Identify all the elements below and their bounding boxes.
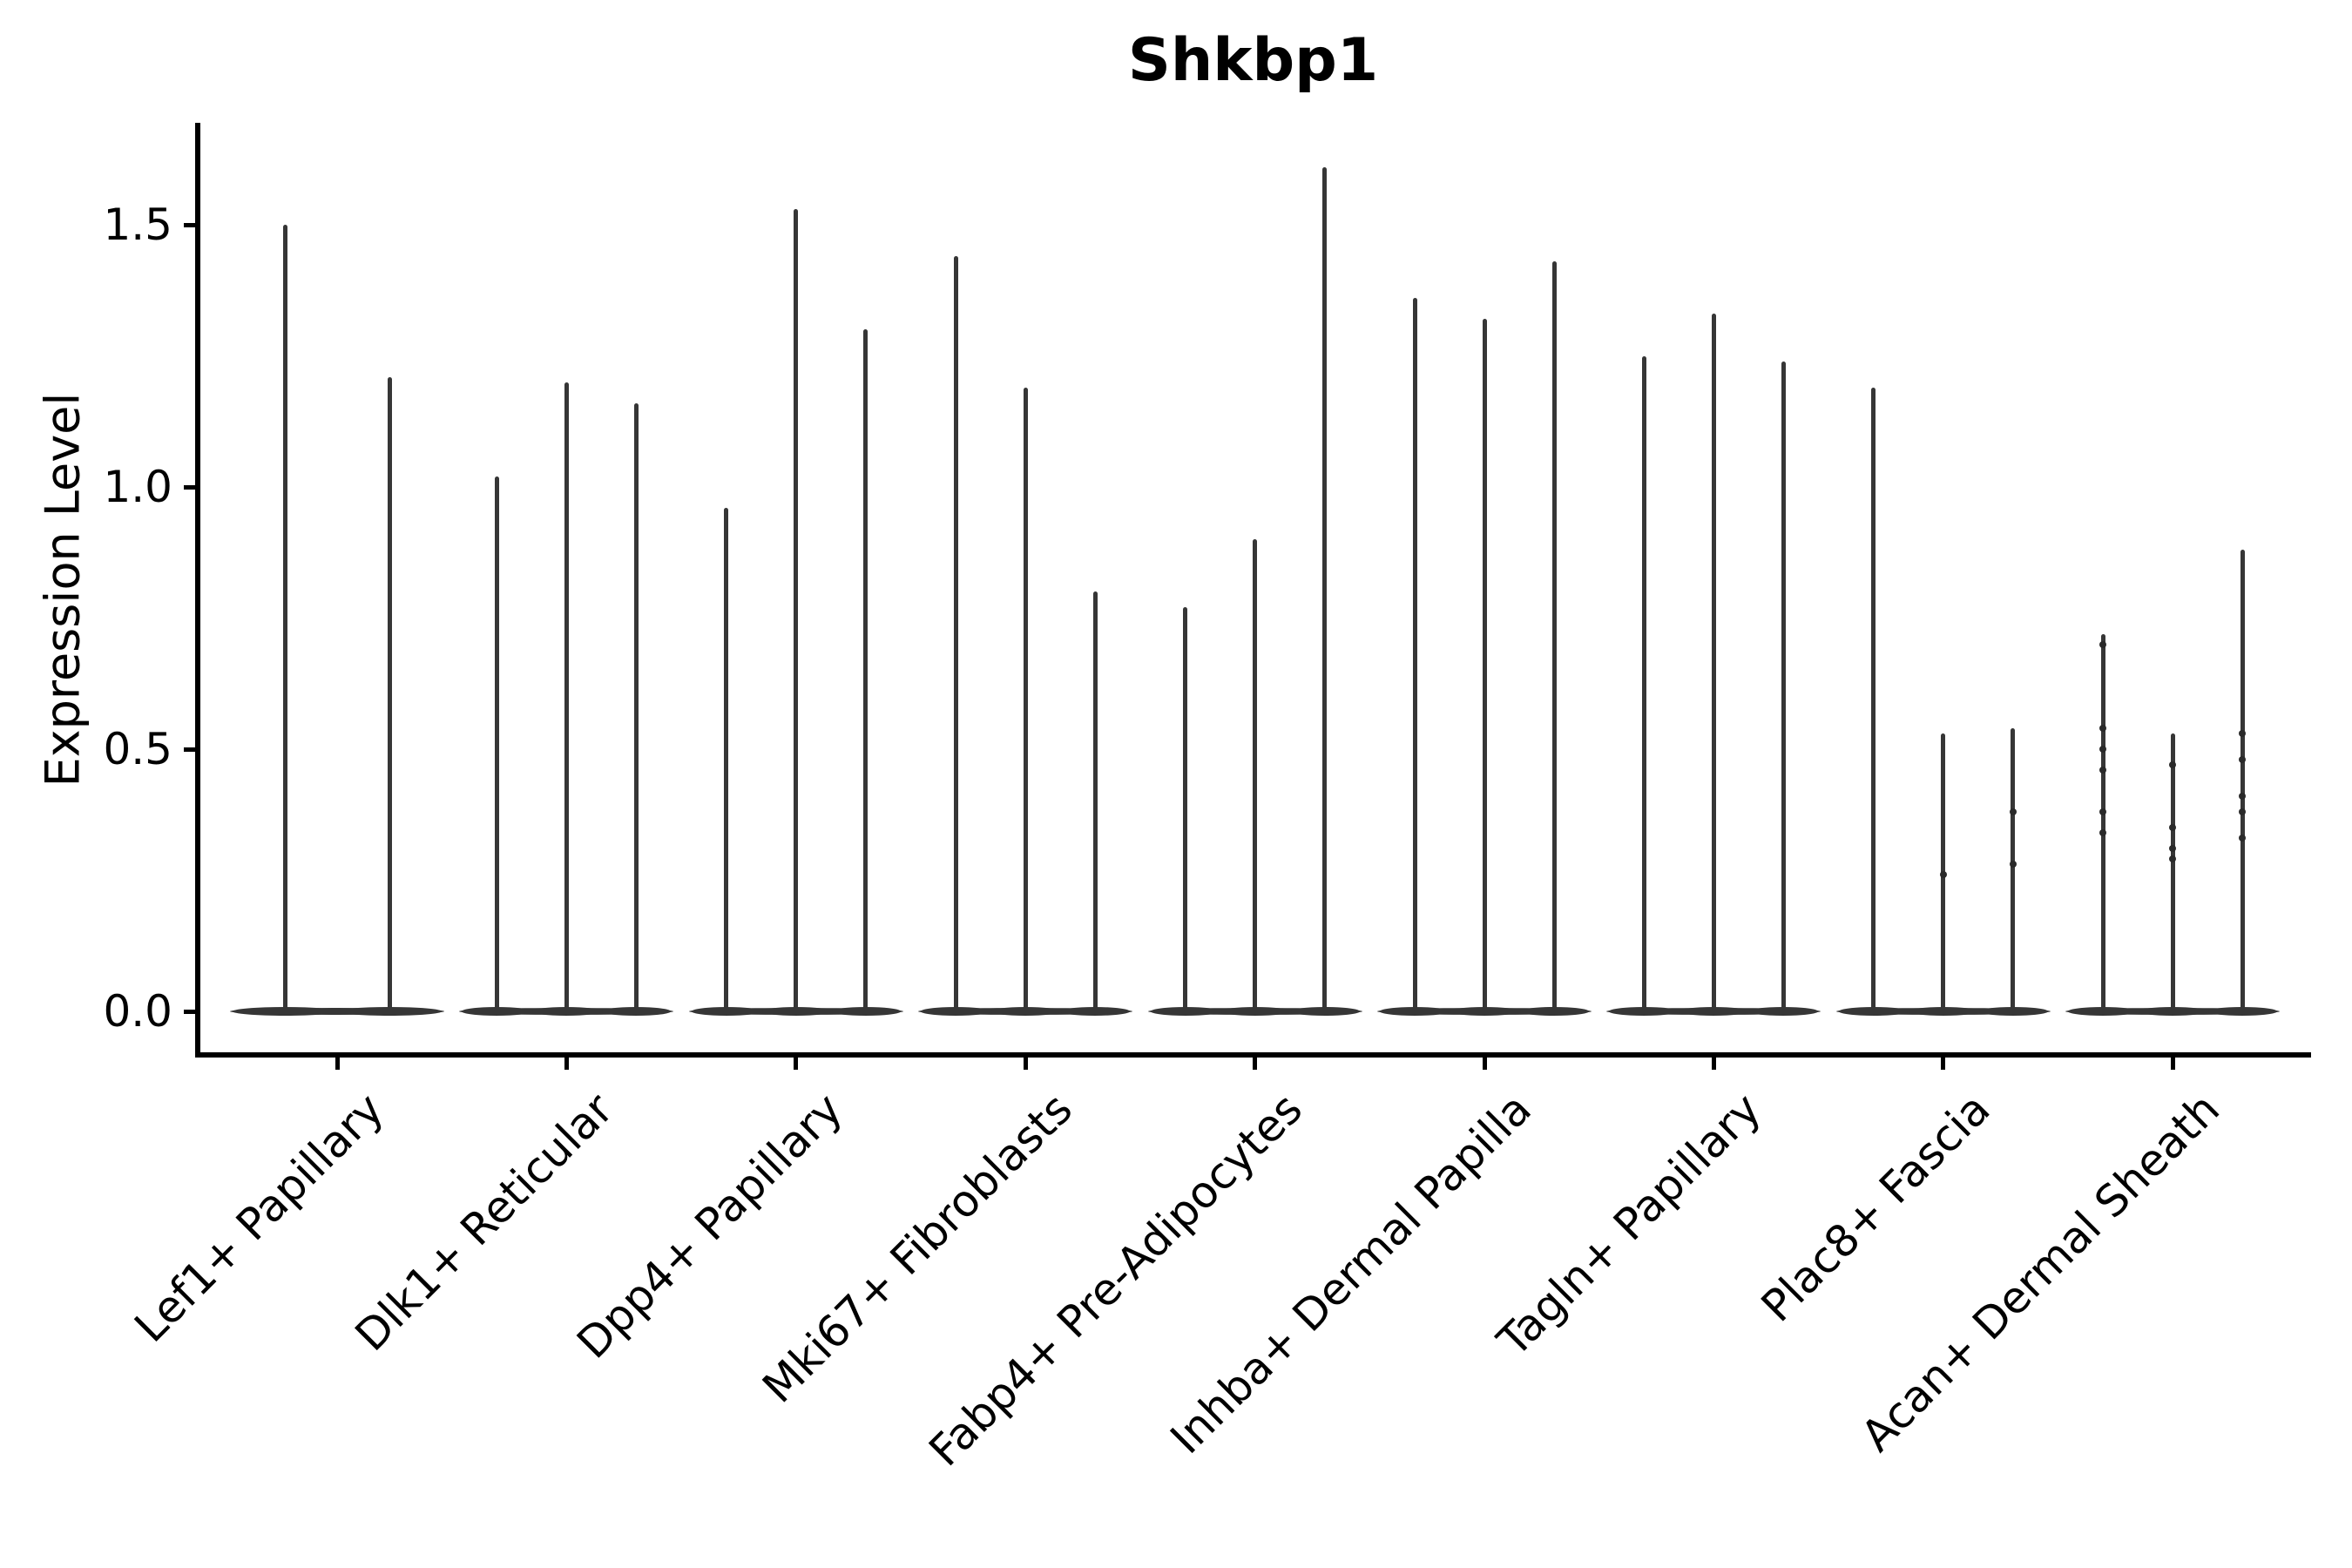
expression-dot — [2239, 808, 2247, 816]
expression-dot — [2099, 640, 2107, 648]
violin-stem — [282, 225, 287, 1014]
violin-stem — [1183, 607, 1188, 1014]
expression-dot — [2169, 761, 2177, 769]
violin-stem — [794, 208, 799, 1014]
violin-stem — [1322, 166, 1328, 1014]
x-tick-label: Fabp4+ Pre-Adipocytes — [918, 1083, 1312, 1477]
violin-stem — [2240, 550, 2245, 1014]
violin-stem — [1023, 387, 1028, 1014]
violin-stem — [564, 382, 569, 1014]
y-tick-label: 0.0 — [103, 986, 172, 1037]
expression-dot — [2099, 767, 2107, 774]
x-tick — [1482, 1058, 1487, 1070]
violin-stem — [1253, 539, 1258, 1014]
x-tick — [1253, 1058, 1258, 1070]
expression-dot — [2239, 835, 2247, 842]
violin-stem — [1482, 319, 1487, 1014]
y-tick — [184, 747, 195, 752]
violin-stem — [2011, 727, 2016, 1014]
expression-dot — [2099, 829, 2107, 837]
x-tick — [1023, 1058, 1028, 1070]
expression-dot — [2239, 756, 2247, 764]
y-axis-spine — [195, 123, 200, 1058]
violin-stem — [1092, 591, 1098, 1014]
expression-dot — [2239, 793, 2247, 801]
y-tick — [184, 222, 195, 227]
x-tick — [335, 1058, 340, 1070]
expression-dot — [2169, 855, 2177, 863]
expression-dot — [2009, 861, 2017, 868]
expression-dot — [2099, 746, 2107, 753]
violin-stem — [724, 508, 729, 1014]
expression-dot — [2169, 845, 2177, 853]
violin-stem — [1711, 314, 1716, 1014]
x-tick — [2170, 1058, 2175, 1070]
violin-stem — [2170, 733, 2175, 1014]
violin-stem — [1871, 387, 1876, 1014]
violin-stem — [387, 376, 392, 1014]
y-tick — [184, 1009, 195, 1014]
x-tick — [564, 1058, 569, 1070]
expression-dot — [2099, 724, 2107, 732]
violin-stem — [1781, 361, 1786, 1014]
violin-stem — [1412, 298, 1417, 1014]
x-tick — [1711, 1058, 1716, 1070]
x-tick — [794, 1058, 799, 1070]
expression-dot — [2169, 824, 2177, 832]
y-axis-label: Expression Level — [35, 392, 91, 787]
y-tick-label: 1.5 — [103, 199, 172, 250]
x-tick-label: Dlk1+ Reticular — [346, 1083, 624, 1362]
expression-dot — [1939, 871, 1947, 879]
expression-dot — [2009, 808, 2017, 816]
x-axis-spine — [195, 1052, 2311, 1058]
x-tick-label: Plac8+ Fascia — [1751, 1083, 2000, 1332]
violin-stem — [953, 256, 958, 1014]
expression-dot — [2239, 729, 2247, 737]
x-tick — [1941, 1058, 1946, 1070]
violin-stem — [2100, 633, 2105, 1014]
violin-stem — [1641, 355, 1646, 1014]
violin-stem — [863, 329, 868, 1014]
y-tick-label: 0.5 — [103, 724, 172, 774]
expression-dot — [2099, 808, 2107, 816]
plot-title: Shkbp1 — [1127, 26, 1379, 95]
x-tick-label: Lef1+ Papillary — [125, 1083, 394, 1352]
violin-stem — [1551, 261, 1557, 1014]
violin-stem — [633, 402, 639, 1014]
y-tick-label: 1.0 — [103, 462, 172, 512]
violin-stem — [494, 476, 499, 1014]
y-tick — [184, 484, 195, 490]
